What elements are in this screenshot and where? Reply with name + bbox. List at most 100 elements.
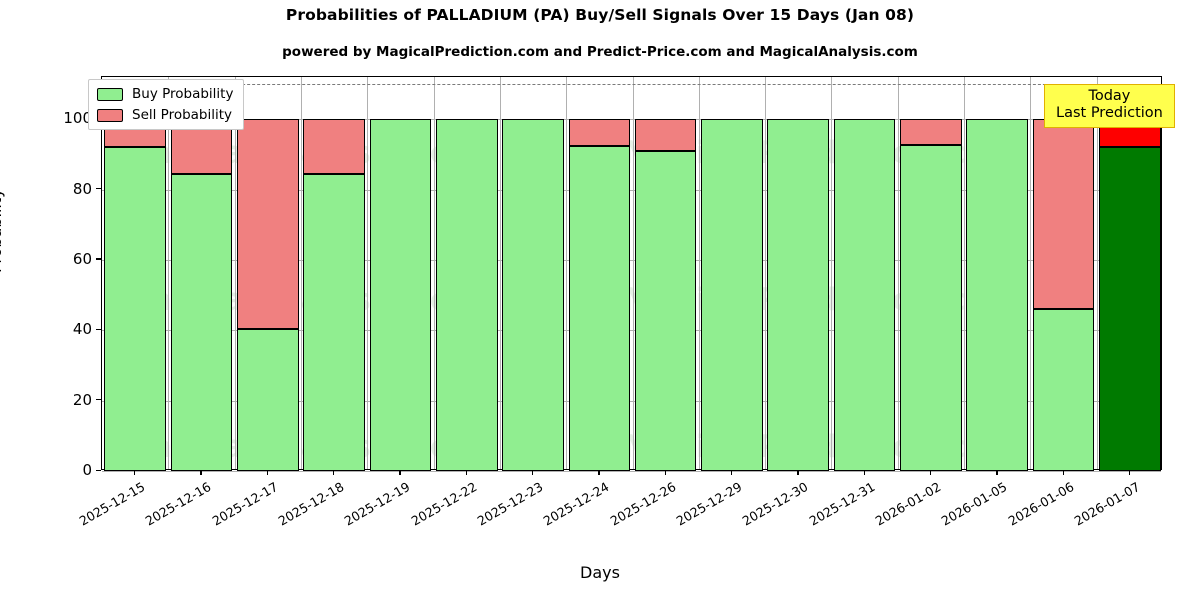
- bar-group[interactable]: [634, 77, 697, 471]
- bar-segment-buy[interactable]: [900, 144, 962, 471]
- gridline-vertical: [897, 77, 899, 469]
- x-axis-tick-mark: [399, 470, 401, 475]
- bar-segment-buy[interactable]: [435, 119, 498, 471]
- legend-swatch-sell-icon: [97, 108, 123, 122]
- bar-segment-sell[interactable]: [303, 119, 365, 174]
- bar-segment-buy[interactable]: [966, 119, 1029, 471]
- gridline-vertical: [168, 77, 170, 469]
- legend-label-buy: Buy Probability: [132, 86, 234, 102]
- bar-segment-buy[interactable]: [502, 119, 564, 471]
- y-axis-tick-label: 0: [82, 461, 92, 479]
- x-axis-tick-mark: [1128, 470, 1131, 475]
- today-annotation-line2: Last Prediction: [1056, 104, 1163, 121]
- y-axis-tick-label: 60: [72, 249, 92, 268]
- chart-title: Probabilities of PALLADIUM (PA) Buy/Sell…: [285, 6, 915, 24]
- y-axis-tick-label: 40: [72, 320, 92, 339]
- bar-segment-buy[interactable]: [170, 173, 233, 471]
- gridline-horizontal: [102, 259, 1161, 261]
- x-axis-tick-mark: [465, 470, 468, 475]
- y-axis-tick-label: 20: [72, 390, 92, 409]
- bar-segment-buy[interactable]: [833, 119, 896, 471]
- y-axis-tick-label: 80: [72, 179, 92, 198]
- x-axis-tick-mark: [863, 470, 865, 475]
- y-axis-tick-mark: [96, 258, 101, 260]
- bar-group[interactable]: [236, 77, 299, 471]
- bar-segment-sell[interactable]: [634, 119, 697, 151]
- gridline-vertical: [367, 77, 369, 469]
- bar-segment-buy[interactable]: [236, 328, 299, 471]
- bar-group[interactable]: [701, 77, 763, 471]
- x-axis-label: Days: [580, 563, 620, 582]
- bar-segment-buy[interactable]: [634, 150, 697, 471]
- bar-group[interactable]: [1099, 77, 1161, 471]
- bar-group[interactable]: [104, 77, 166, 471]
- x-axis-tick-mark: [134, 470, 136, 475]
- bar-segment-buy[interactable]: [701, 119, 763, 471]
- x-axis-tick-mark: [929, 470, 932, 475]
- legend-item-buy: Buy Probability: [97, 86, 233, 102]
- bar-segment-sell[interactable]: [1032, 119, 1095, 310]
- x-axis-tick-mark: [1062, 470, 1064, 475]
- x-axis-tick-mark: [730, 470, 733, 475]
- bar-segment-sell[interactable]: [236, 119, 299, 329]
- bar-group[interactable]: [833, 77, 896, 471]
- bar-group[interactable]: [900, 77, 962, 471]
- legend-label-sell: Sell Probability: [132, 107, 233, 123]
- gridline-vertical: [566, 77, 568, 469]
- bar-segment-buy[interactable]: [303, 173, 365, 471]
- bar-segment-buy[interactable]: [104, 147, 166, 471]
- gridline-vertical: [433, 77, 435, 469]
- x-axis-tick-mark: [333, 470, 335, 475]
- gridline-vertical: [964, 77, 966, 469]
- legend: Buy Probability Sell Probability: [88, 79, 245, 130]
- x-axis-tick-mark: [996, 470, 998, 475]
- y-axis-tick-label: 100: [63, 109, 92, 128]
- bar-segment-sell[interactable]: [568, 119, 631, 146]
- gridline-vertical: [234, 77, 236, 469]
- gridline-horizontal: [102, 189, 1161, 191]
- bar-group[interactable]: [303, 77, 365, 471]
- x-axis-tick-mark: [598, 470, 600, 475]
- y-axis-tick-mark: [96, 328, 101, 331]
- bar-segment-buy[interactable]: [1032, 309, 1095, 471]
- x-axis-tick-mark: [266, 470, 269, 475]
- gridline-vertical: [499, 77, 501, 469]
- gridline-vertical: [300, 77, 302, 469]
- gridline-vertical: [765, 77, 767, 469]
- chart-subtitle: powered by MagicalPrediction.com and Pre…: [282, 44, 918, 60]
- y-axis-tick-mark: [96, 469, 101, 471]
- bar-group[interactable]: [1032, 77, 1095, 471]
- bar-group[interactable]: [966, 77, 1029, 471]
- gridline-horizontal: [102, 330, 1161, 332]
- y-axis-label: Probability: [0, 188, 5, 273]
- bar-segment-buy[interactable]: [568, 145, 631, 471]
- gridline-horizontal: [102, 400, 1161, 402]
- x-axis-tick-mark: [532, 470, 534, 475]
- legend-item-sell: Sell Probability: [97, 107, 233, 123]
- today-annotation-line1: Today: [1088, 88, 1131, 104]
- gridline-vertical: [698, 77, 700, 469]
- gridline-horizontal: [102, 471, 1161, 472]
- bar-segment-sell[interactable]: [900, 119, 962, 145]
- bar-group[interactable]: [170, 77, 233, 471]
- bar-segment-buy[interactable]: [369, 119, 432, 471]
- y-axis-tick-mark: [96, 188, 101, 190]
- bar-group[interactable]: [568, 77, 631, 471]
- reference-line: [102, 84, 1161, 86]
- y-axis-tick-mark: [96, 399, 101, 401]
- gridline-horizontal: [102, 119, 1161, 121]
- bar-group[interactable]: [369, 77, 432, 471]
- legend-swatch-buy-icon: [97, 87, 123, 101]
- bar-group[interactable]: [502, 77, 564, 471]
- x-axis-tick-mark: [664, 470, 666, 475]
- bar-segment-buy[interactable]: [767, 119, 830, 471]
- gridline-vertical: [1030, 77, 1032, 469]
- plot-area: MagicalAnalysis.comMagicalPrediction.com…: [101, 76, 1162, 472]
- gridline-vertical: [831, 77, 833, 469]
- x-axis-tick-mark: [200, 470, 202, 475]
- bar-group[interactable]: [435, 77, 498, 471]
- bar-group[interactable]: [767, 77, 830, 471]
- bar-series: [102, 77, 1161, 471]
- bar-segment-buy-today[interactable]: [1099, 147, 1161, 471]
- today-annotation: Today Last Prediction: [1044, 84, 1175, 128]
